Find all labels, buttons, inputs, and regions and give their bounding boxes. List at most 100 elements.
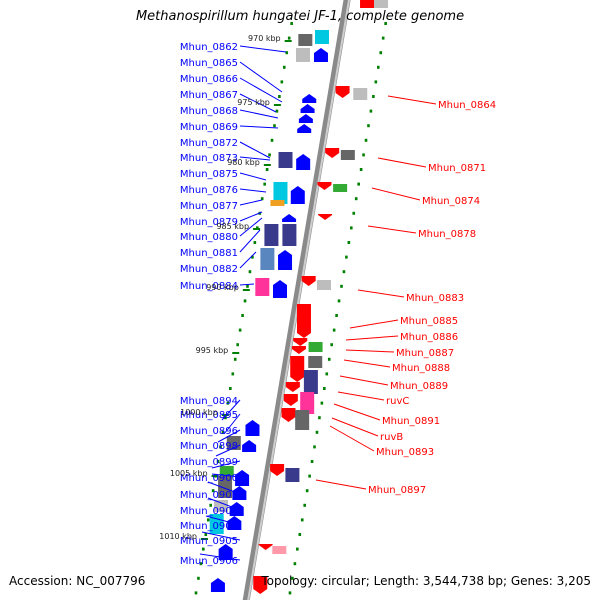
topology-text: Topology: circular; Length: 3,544,738 bp…	[261, 574, 591, 588]
tick-dot	[320, 401, 324, 405]
scale-tick	[273, 104, 281, 106]
forward-gene-mark	[245, 420, 260, 436]
reverse-gene-label: Mhun_0874	[422, 196, 480, 207]
forward-gene-mark	[300, 104, 315, 113]
forward-gene-mark	[298, 114, 313, 123]
tick-dot	[345, 255, 348, 259]
forward-gene-mark	[297, 124, 312, 133]
backbone-highlight	[247, 0, 351, 600]
scale-tick	[200, 538, 208, 540]
tick-dot	[296, 547, 299, 551]
reverse-gene-mark	[335, 86, 350, 98]
forward-gene-label: Mhun_0862	[180, 42, 238, 53]
forward-gene-mark	[260, 248, 275, 270]
tick-dot	[379, 51, 383, 55]
scale-label-1: 970 kbp	[248, 34, 281, 43]
forward-gene-label: Mhun_0894	[180, 396, 238, 407]
forward-gene-label: Mhun_0875	[180, 169, 238, 180]
scale-tick	[253, 228, 261, 230]
reverse-label-line	[349, 319, 399, 329]
reverse-label-line	[315, 479, 367, 490]
forward-gene-mark	[278, 250, 293, 270]
reverse-gene-mark	[301, 276, 316, 286]
forward-label-line	[239, 109, 279, 119]
reverse-label-line	[367, 225, 417, 234]
reverse-gene-mark	[285, 382, 300, 392]
tick-dot	[216, 460, 220, 463]
forward-gene-mark	[218, 476, 233, 498]
scale-tick	[211, 475, 219, 477]
reverse-gene-mark	[291, 346, 306, 354]
tick-dot	[362, 153, 365, 157]
tick-dot	[243, 299, 247, 303]
tick-dot	[206, 518, 210, 522]
accession-text: Accession: NC_007796	[9, 574, 146, 588]
reverse-label-line	[377, 157, 427, 168]
scale-label-8: 1005 kbp	[170, 469, 208, 478]
tick-dot	[270, 138, 274, 142]
tick-dot	[327, 357, 331, 361]
tick-dot	[369, 109, 373, 113]
reverse-label-line	[357, 289, 405, 298]
forward-gene-mark	[282, 224, 297, 246]
reverse-gene-label: Mhun_0893	[376, 447, 434, 458]
tick-dot	[253, 241, 257, 244]
tick-dot	[256, 226, 259, 230]
reverse-gene-mark	[272, 546, 287, 554]
forward-gene-label: Mhun_0868	[180, 106, 238, 117]
forward-gene-mark	[282, 214, 297, 222]
reverse-gene-mark	[281, 408, 296, 422]
forward-label-line	[223, 413, 241, 435]
reverse-gene-mark	[303, 370, 318, 394]
tick-dot	[275, 109, 279, 113]
reverse-gene-label: Mhun_0883	[406, 293, 464, 304]
tick-dot	[224, 416, 227, 420]
reverse-gene-mark	[353, 88, 368, 100]
tick-dot	[372, 95, 375, 98]
tick-dot	[335, 314, 338, 317]
forward-gene-mark	[315, 30, 329, 44]
reverse-gene-mark	[374, 0, 389, 8]
tick-dot	[263, 182, 266, 186]
forward-gene-mark	[232, 486, 247, 500]
tick-dot	[300, 518, 304, 522]
forward-label-line	[239, 211, 263, 222]
forward-gene-mark	[214, 500, 229, 512]
tick-dot	[197, 576, 200, 580]
tick-dot	[251, 255, 254, 259]
forward-gene-mark	[235, 470, 250, 486]
forward-label-line	[239, 283, 255, 286]
tick-dot	[282, 65, 286, 69]
reverse-label-line	[337, 391, 385, 401]
tick-dot	[293, 562, 297, 566]
reverse-gene-label: Mhun_0886	[400, 332, 458, 343]
forward-gene-label: Mhun_0898	[180, 441, 238, 452]
reverse-label-line	[371, 187, 421, 201]
reverse-gene-mark	[333, 184, 348, 192]
reverse-gene-mark	[308, 342, 323, 352]
tick-dot	[248, 270, 252, 274]
tick-dot	[313, 445, 316, 449]
forward-gene-label: Mhun_0866	[180, 74, 238, 85]
tick-dot	[359, 168, 363, 171]
tick-dot	[273, 124, 276, 128]
tick-dot	[288, 591, 292, 595]
tick-dot	[342, 270, 346, 274]
forward-gene-label: Mhun_0876	[180, 185, 238, 196]
forward-label-line	[211, 460, 241, 469]
reverse-gene-label: Mhun_0864	[438, 100, 496, 111]
forward-label-line	[239, 229, 261, 253]
forward-gene-label: Mhun_0896	[180, 426, 238, 437]
forward-gene-label: Mhun_0901	[180, 490, 238, 501]
tick-dot	[209, 503, 213, 507]
forward-gene-mark	[302, 94, 317, 103]
reverse-gene-label: Mhun_0887	[396, 348, 454, 359]
tick-dot	[347, 241, 351, 244]
forward-gene-label: Mhun_0882	[180, 264, 238, 275]
forward-label-line	[215, 444, 241, 457]
tick-dot	[384, 22, 387, 25]
tick-dot	[303, 503, 307, 507]
tick-dot	[290, 22, 293, 25]
forward-gene-mark	[270, 200, 285, 206]
forward-gene-mark	[295, 48, 310, 62]
